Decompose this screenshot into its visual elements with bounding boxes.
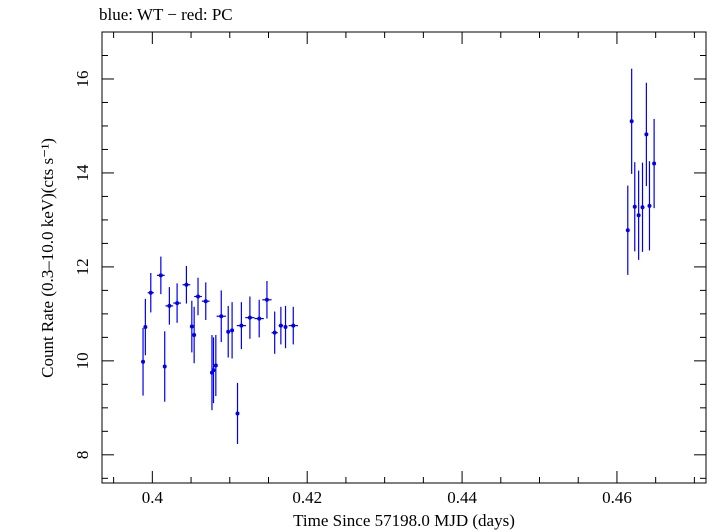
data-point (236, 302, 247, 350)
point-marker (211, 368, 216, 373)
point-marker (625, 228, 630, 233)
data-point (629, 68, 634, 174)
x-tick-label: 0.44 (447, 488, 477, 507)
data-point (632, 162, 637, 252)
point-marker (235, 411, 240, 416)
data-point (201, 282, 210, 320)
data-point (216, 290, 226, 343)
y-tick-label: 14 (73, 164, 92, 182)
point-marker (647, 203, 652, 208)
data-point (173, 283, 181, 323)
data-point (141, 327, 146, 396)
y-axis-label: Count Rate (0.3–10.0 keV)(cts s⁻¹) (38, 138, 57, 378)
point-marker (196, 294, 201, 299)
data-point (230, 302, 235, 359)
point-marker (184, 282, 189, 287)
point-marker (192, 333, 197, 338)
point-marker (644, 132, 649, 137)
point-marker (632, 204, 637, 209)
data-point (288, 306, 298, 345)
point-marker (141, 359, 146, 364)
x-axis-label: Time Since 57198.0 MJD (days) (293, 511, 515, 530)
data-point (271, 311, 278, 354)
data-point (245, 296, 255, 339)
x-tick-label: 0.46 (602, 488, 632, 507)
x-tick-label: 0.4 (142, 488, 164, 507)
data-point (165, 287, 174, 325)
data-point (235, 382, 240, 445)
point-marker (203, 299, 208, 304)
point-marker (189, 324, 194, 329)
y-tick-label: 16 (73, 70, 92, 87)
point-marker (652, 161, 657, 166)
data-point (182, 265, 191, 304)
point-marker (167, 303, 172, 308)
data-points (141, 68, 657, 445)
point-marker (278, 323, 283, 328)
y-tick-label: 12 (73, 258, 92, 275)
data-point (143, 298, 148, 356)
y-axis-ticks (102, 31, 706, 479)
point-marker (158, 273, 163, 278)
point-marker (143, 325, 148, 330)
data-point (625, 185, 630, 275)
point-marker (239, 323, 244, 328)
data-point (189, 300, 194, 353)
data-point (262, 280, 272, 319)
data-point (226, 305, 231, 358)
point-marker (175, 301, 180, 306)
point-marker (219, 314, 224, 319)
plot-frame (101, 31, 707, 484)
point-marker (629, 119, 634, 124)
data-point (156, 256, 165, 295)
point-marker (257, 316, 262, 321)
data-point (194, 277, 202, 316)
point-marker (226, 329, 231, 334)
point-marker (213, 363, 218, 368)
data-point (162, 331, 167, 402)
x-axis-ticks (113, 32, 695, 483)
point-marker (640, 205, 645, 210)
data-point (647, 161, 652, 251)
point-marker (291, 323, 296, 328)
y-tick-label: 8 (73, 451, 92, 460)
point-marker (283, 325, 288, 330)
data-point (278, 306, 284, 345)
point-marker (272, 330, 277, 335)
point-marker (264, 297, 269, 302)
x-axis-tick-labels: 0.4 0.42 0.44 0.46 (142, 488, 632, 507)
point-marker (162, 364, 167, 369)
data-point (211, 337, 216, 404)
y-axis-tick-labels: 8 10 12 14 16 (73, 70, 92, 459)
data-point (283, 305, 288, 349)
data-point (254, 299, 264, 338)
point-marker (247, 315, 252, 320)
data-point (636, 170, 641, 260)
y-tick-label: 10 (73, 352, 92, 369)
chart-title: blue: WT − red: PC (99, 5, 233, 24)
data-point (640, 162, 645, 252)
data-point (192, 306, 197, 364)
data-point (147, 273, 154, 313)
data-point (644, 82, 649, 187)
point-marker (230, 328, 235, 333)
data-point (652, 118, 657, 209)
data-point (213, 335, 218, 397)
point-marker (148, 290, 153, 295)
point-marker (636, 213, 641, 218)
x-tick-label: 0.42 (292, 488, 322, 507)
